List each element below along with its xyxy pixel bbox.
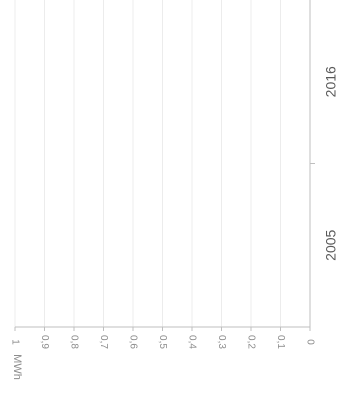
tick-label-3: 0,3 — [216, 335, 227, 349]
tick-label-9: 0,9 — [39, 335, 50, 349]
tick-label-5: 0,5 — [157, 335, 168, 349]
category-label-2016: 2016 — [323, 66, 339, 97]
unit-label: MWh — [11, 354, 23, 380]
tick-label-6: 0,6 — [127, 335, 138, 349]
label-layer: 0 0,1 0,2 0,3 0,4 0,5 0,6 0,7 0,8 0,9 1 2005 2016 — [9, 66, 338, 349]
tick-label-1: 0,1 — [275, 335, 286, 349]
tick-label-4: 0,4 — [186, 335, 197, 349]
tick-label-7: 0,7 — [98, 335, 109, 349]
grid-layer — [14, 0, 281, 327]
category-label-2005: 2005 — [323, 229, 339, 260]
axis-layer — [14, 0, 315, 331]
tick-label-10: 1 — [9, 339, 20, 345]
tick-label-8: 0,8 — [68, 335, 79, 349]
tick-label-0: 0 — [304, 339, 315, 345]
tick-label-2: 0,2 — [245, 335, 256, 349]
